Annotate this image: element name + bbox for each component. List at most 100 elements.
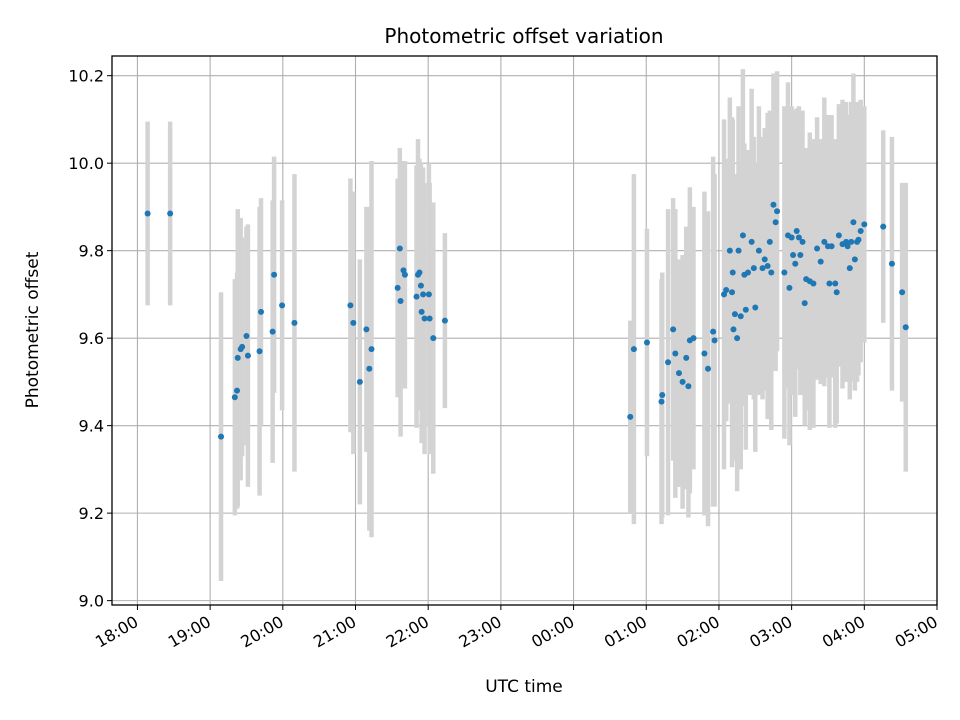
data-point [766,238,773,245]
data-point [396,245,403,252]
data-point [755,247,762,254]
data-point [857,227,864,234]
data-point [817,258,824,265]
data-point [441,317,448,324]
data-point [394,284,401,291]
data-point [269,328,276,335]
data-point [795,234,802,241]
data-point [735,247,742,254]
data-point [750,265,757,272]
data-point [861,221,868,228]
data-point [793,227,800,234]
data-point [768,269,775,276]
data-point [416,269,423,276]
x-tick-label: 23:00 [455,612,504,652]
data-point [701,350,708,357]
data-point [658,398,665,405]
data-point [279,302,286,309]
x-tick-label: 20:00 [237,612,286,652]
data-point [745,269,752,276]
data-point [850,219,857,226]
data-point [665,359,672,366]
data-point [770,201,777,208]
data-point [363,326,370,333]
y-tick-label: 10.0 [68,154,104,173]
data-point [350,319,357,326]
data-point [397,297,404,304]
data-point [243,332,250,339]
data-point [291,319,298,326]
data-point [752,304,759,311]
data-point [366,365,373,372]
data-point [764,262,771,269]
data-point [832,280,839,287]
data-point [421,315,428,322]
data-point [643,339,650,346]
data-point [401,271,408,278]
data-point [734,335,741,342]
x-tick-label: 05:00 [892,612,941,652]
data-point [679,378,686,385]
plot-frame [111,55,938,606]
data-point [418,308,425,315]
x-axis: 18:00 19:00 20:00 21:00 22:00 23:00 00:00 01:00… [92,605,941,652]
data-point [144,210,151,217]
data-point [799,238,806,245]
data-point [690,335,697,342]
y-axis: 9.0 9.2 9.4 9.6 9.8 10.0 10.2 [68,67,112,611]
data-point [748,238,755,245]
data-point [801,300,808,307]
data-point [774,208,781,215]
data-point [239,343,246,350]
data-point [430,335,437,342]
data-point [846,265,853,272]
data-point [880,223,887,230]
data-point [271,271,278,278]
data-point [347,302,354,309]
y-tick-label: 9.4 [79,417,104,436]
data-point [711,337,718,344]
y-tick-label: 9.6 [79,329,104,348]
data-point [814,245,821,252]
data-point [772,219,779,226]
data-point [761,256,768,263]
x-tick-label: 19:00 [165,612,214,652]
y-tick-label: 9.8 [79,242,104,261]
data-point [672,350,679,357]
data-point [835,232,842,239]
data-point [413,293,420,300]
data-point [167,210,174,217]
data-point [844,243,851,250]
data-point [723,287,730,294]
data-point [737,313,744,320]
data-point [781,269,788,276]
data-point [759,265,766,272]
data-point [417,282,424,289]
data-point [244,352,251,359]
data-point [797,252,804,259]
data-point [234,354,241,361]
data-point [742,306,749,313]
data-point [833,289,840,296]
data-point [810,280,817,287]
data-point [855,236,862,243]
data-point [710,328,717,335]
data-point [231,394,238,401]
data-point [729,289,736,296]
x-tick-label: 22:00 [383,612,432,652]
y-tick-label: 10.2 [68,67,104,86]
data-point [739,232,746,239]
data-markers [144,201,909,440]
data-point [729,269,736,276]
data-point [826,280,833,287]
x-tick-label: 00:00 [528,612,577,652]
x-tick-label: 02:00 [674,612,723,652]
data-point [258,308,265,315]
data-point [888,260,895,267]
data-point [786,284,793,291]
data-point [670,326,677,333]
data-point [790,252,797,259]
data-point [726,247,733,254]
data-point [902,324,909,331]
